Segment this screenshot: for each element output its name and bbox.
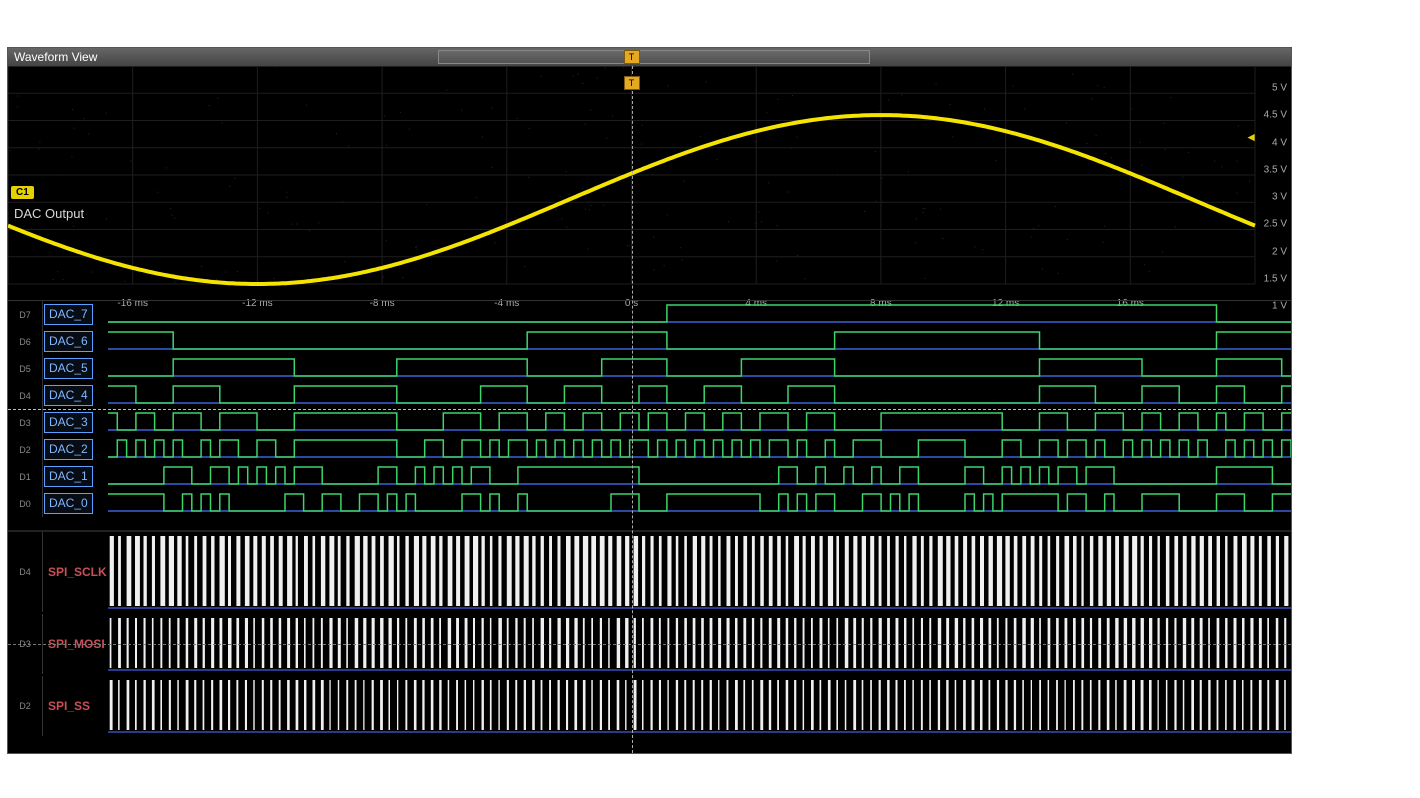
digital-channel-label[interactable]: DAC_2 (44, 439, 93, 460)
digital-row-dac_2[interactable]: D2 DAC_2 (8, 436, 1291, 463)
window-title-bar[interactable]: Waveform View (8, 48, 1291, 67)
y-tick-label: 4.5 V (1264, 110, 1287, 121)
digital-index-badge: D4 (8, 382, 43, 409)
y-tick-label: 3.5 V (1264, 164, 1287, 175)
digital-row-dac_6[interactable]: D6 DAC_6 (8, 328, 1291, 355)
spi-channel-label: SPI_SCLK (48, 565, 107, 579)
digital-index-badge: D7 (8, 301, 43, 328)
y-tick-label: 2.5 V (1264, 219, 1287, 230)
digital-channel-label[interactable]: DAC_7 (44, 304, 93, 325)
window-title-text: Waveform View (14, 50, 97, 64)
digital-index-badge: D1 (8, 463, 43, 490)
digital-channel-label[interactable]: DAC_4 (44, 385, 93, 406)
digital-index-badge: D3 (8, 409, 43, 436)
digital-row-dac_1[interactable]: D1 DAC_1 (8, 463, 1291, 490)
trigger-level-arrow[interactable]: ◄ (1245, 130, 1257, 144)
digital-row-dac_7[interactable]: D7 DAC_7 (8, 301, 1291, 328)
spi-index-badge: D2 (8, 676, 43, 736)
digital-channel-label[interactable]: DAC_0 (44, 493, 93, 514)
digital-group-separator (8, 409, 1291, 410)
analog-trace (8, 66, 1291, 300)
digital-index-badge: D6 (8, 328, 43, 355)
digital-channel-label[interactable]: DAC_5 (44, 358, 93, 379)
channel-c1-label: DAC Output (14, 206, 84, 221)
digital-row-dac_4[interactable]: D4 DAC_4 (8, 382, 1291, 409)
digital-channel-label[interactable]: DAC_6 (44, 331, 93, 352)
spi-index-badge: D4 (8, 532, 43, 612)
digital-row-dac_3[interactable]: D3 DAC_3 (8, 409, 1291, 436)
analog-waveform-area[interactable]: C1 DAC Output 5 V 4.5 V 4 V 3.5 V 3 V 2.5 V 2 … (8, 66, 1291, 300)
spi-channel-label: SPI_SS (48, 699, 90, 713)
waveform-view-window: Waveform View T T C1 DAC Output 5 V 4.5 V… (7, 47, 1292, 754)
voltage-axis: 5 V4.5 V4 V3.5 V3 V2.5 V2 V1.5 V1 V (1255, 88, 1289, 314)
digital-index-badge: D5 (8, 355, 43, 382)
channel-c1-badge[interactable]: C1 (11, 186, 34, 199)
digital-channel-label[interactable]: DAC_3 (44, 412, 93, 433)
y-tick-label: 2 V (1272, 246, 1287, 257)
digital-channel-label[interactable]: DAC_1 (44, 466, 93, 487)
trigger-flag-top: T (624, 50, 640, 64)
digital-channels-area[interactable]: D7 DAC_7 D6 DAC_6 D5 DAC_5 D4 DAC_4 D3 D… (8, 300, 1291, 529)
y-tick-label: 3 V (1272, 192, 1287, 203)
spi-row-spi_sclk[interactable]: D4 SPI_SCLK (8, 532, 1291, 612)
trigger-cursor-line[interactable] (632, 66, 633, 753)
trigger-marker[interactable]: T T (624, 50, 640, 90)
digital-row-dac_0[interactable]: D0 DAC_0 (8, 490, 1291, 517)
overview-scrollbar[interactable] (438, 50, 870, 64)
digital-index-badge: D2 (8, 436, 43, 463)
trigger-flag-bottom: T (624, 76, 640, 90)
digital-row-dac_5[interactable]: D5 DAC_5 (8, 355, 1291, 382)
y-tick-label: 5 V (1272, 83, 1287, 94)
spi-channels-area[interactable]: D4 SPI_SCLK D3 SPI_MOSI D2 SPI_SS (8, 530, 1291, 752)
y-tick-label: 1.5 V (1264, 273, 1287, 284)
y-tick-label: 4 V (1272, 137, 1287, 148)
spi-row-spi_ss[interactable]: D2 SPI_SS (8, 676, 1291, 736)
spi-mid-separator (8, 644, 1291, 645)
digital-index-badge: D0 (8, 490, 43, 517)
